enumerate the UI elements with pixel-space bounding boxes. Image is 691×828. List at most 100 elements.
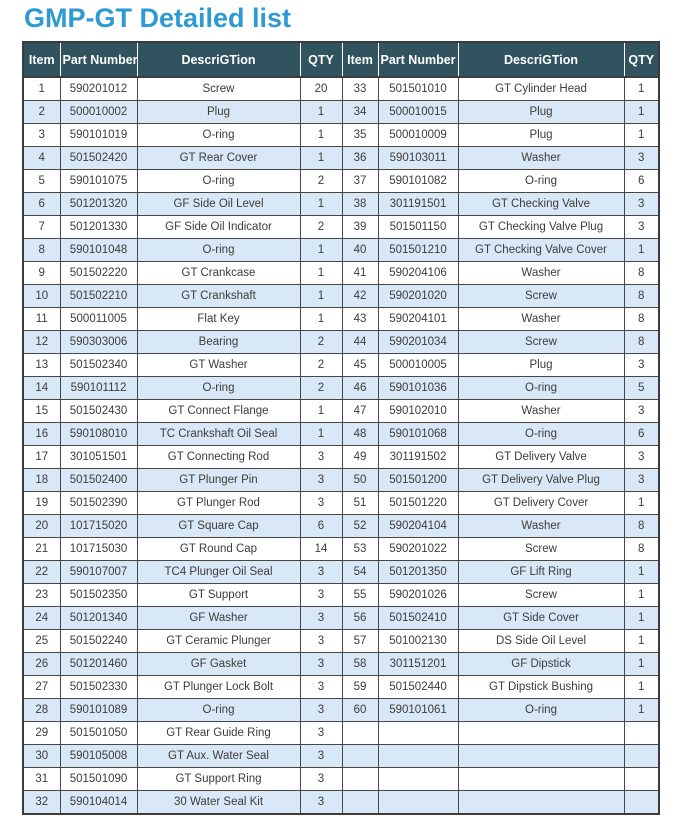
description-cell: Washer xyxy=(457,399,625,423)
qty-cell: 20 xyxy=(299,76,343,101)
item-cell: 12 xyxy=(22,330,61,354)
description-cell: GT Aux. Water Seal xyxy=(136,744,301,768)
table-row: 26 501201460 GF Gasket 3 58 301151201 GF Dipst… xyxy=(22,652,660,676)
part-number-cell xyxy=(377,767,459,791)
item-cell: 31 xyxy=(22,767,61,791)
part-number-cell: 590201012 xyxy=(59,76,138,101)
qty-cell: 5 xyxy=(623,376,660,400)
part-number-cell: 590101036 xyxy=(377,376,459,400)
description-cell: GT Square Cap xyxy=(136,514,301,538)
part-number-cell: 590204101 xyxy=(377,307,459,331)
part-number-cell: 590101048 xyxy=(59,238,138,262)
part-number-cell: 101715030 xyxy=(59,537,138,561)
part-number-cell: 500010015 xyxy=(377,100,459,124)
qty-cell: 3 xyxy=(299,560,343,584)
part-number-cell: 500010009 xyxy=(377,123,459,147)
description-cell: GT Plunger Rod xyxy=(136,491,301,515)
description-cell: O-ring xyxy=(136,238,301,262)
qty-cell: 8 xyxy=(623,261,660,285)
description-cell: O-ring xyxy=(457,169,625,193)
table-header: Item Part Number DescriGTion QTY Item Pa… xyxy=(23,42,659,78)
table-row: 1 590201012 Screw 20 33 501501010 GT Cylinder … xyxy=(22,76,660,101)
part-number-cell: 501501050 xyxy=(59,721,138,745)
header-item-left: Item xyxy=(23,42,60,78)
description-cell: Washer xyxy=(457,514,625,538)
description-cell: Screw xyxy=(457,330,625,354)
part-number-cell: 590105008 xyxy=(59,744,138,768)
item-cell: 3 xyxy=(22,123,61,147)
qty-cell: 3 xyxy=(299,744,343,768)
description-cell xyxy=(457,721,625,745)
part-number-cell: 501501010 xyxy=(377,76,459,101)
table-row: 21 101715030 GT Round Cap 14 53 590201022 Scre… xyxy=(22,537,660,561)
part-number-cell: 101715020 xyxy=(59,514,138,538)
item-cell: 54 xyxy=(341,560,379,584)
item-cell: 20 xyxy=(22,514,61,538)
qty-cell: 3 xyxy=(299,767,343,791)
part-number-cell: 501201330 xyxy=(59,215,138,239)
part-number-cell: 500010005 xyxy=(377,353,459,377)
item-cell: 56 xyxy=(341,606,379,630)
description-cell: GT Plunger Lock Bolt xyxy=(136,675,301,699)
description-cell: GT Support Ring xyxy=(136,767,301,791)
item-cell: 8 xyxy=(22,238,61,262)
item-cell: 52 xyxy=(341,514,379,538)
table-row: 23 501502350 GT Support 3 55 590201026 Screw 1 xyxy=(22,583,660,607)
part-number-cell: 590303006 xyxy=(59,330,138,354)
description-cell: O-ring xyxy=(457,698,625,722)
qty-cell: 3 xyxy=(299,583,343,607)
table-row: 16 590108010 TC Crankshaft Oil Seal 1 48 5901… xyxy=(22,422,660,446)
description-cell: GT Side Cover xyxy=(457,606,625,630)
part-number-cell: 590201022 xyxy=(377,537,459,561)
description-cell: GT Round Cap xyxy=(136,537,301,561)
part-number-cell: 301051501 xyxy=(59,445,138,469)
item-cell: 60 xyxy=(341,698,379,722)
part-number-cell: 501502390 xyxy=(59,491,138,515)
qty-cell xyxy=(623,744,660,768)
qty-cell: 8 xyxy=(623,307,660,331)
item-cell: 28 xyxy=(22,698,61,722)
table-row: 4 501502420 GT Rear Cover 1 36 590103011 Washe… xyxy=(22,146,660,170)
description-cell: TC4 Plunger Oil Seal xyxy=(136,560,301,584)
item-cell: 41 xyxy=(341,261,379,285)
item-cell xyxy=(341,721,379,745)
part-number-cell: 590103011 xyxy=(377,146,459,170)
qty-cell: 1 xyxy=(299,399,343,423)
qty-cell: 1 xyxy=(299,284,343,308)
description-cell: GT Checking Valve xyxy=(457,192,625,216)
table-row: 30 590105008 GT Aux. Water Seal 3 xyxy=(22,744,660,768)
qty-cell: 1 xyxy=(623,123,660,147)
qty-cell: 6 xyxy=(623,422,660,446)
part-number-cell: 501502440 xyxy=(377,675,459,699)
qty-cell: 3 xyxy=(623,353,660,377)
description-cell: GF Side Oil Level xyxy=(136,192,301,216)
table-row: 25 501502240 GT Ceramic Plunger 3 57 50100213… xyxy=(22,629,660,653)
part-number-cell: 590101112 xyxy=(59,376,138,400)
page-title: GMP-GT Detailed list xyxy=(24,3,292,33)
item-cell: 4 xyxy=(22,146,61,170)
item-cell: 13 xyxy=(22,353,61,377)
item-cell: 11 xyxy=(22,307,61,331)
qty-cell: 1 xyxy=(299,146,343,170)
item-cell: 47 xyxy=(341,399,379,423)
qty-cell: 1 xyxy=(623,76,660,101)
part-number-cell: 501502330 xyxy=(59,675,138,699)
table-row: 29 501501050 GT Rear Guide Ring 3 xyxy=(22,721,660,745)
item-cell: 34 xyxy=(341,100,379,124)
part-number-cell: 501502400 xyxy=(59,468,138,492)
qty-cell: 2 xyxy=(299,215,343,239)
part-number-cell: 590101082 xyxy=(377,169,459,193)
part-number-cell xyxy=(377,744,459,768)
part-number-cell: 301151201 xyxy=(377,652,459,676)
qty-cell: 3 xyxy=(299,790,343,815)
description-cell: O-ring xyxy=(457,422,625,446)
header-qty-left: QTY xyxy=(299,42,342,78)
item-cell xyxy=(341,767,379,791)
table-row: 12 590303006 Bearing 2 44 590201034 Screw 8 xyxy=(22,330,660,354)
description-cell: GF Washer xyxy=(136,606,301,630)
item-cell: 49 xyxy=(341,445,379,469)
header-part-number-right: Part Number xyxy=(377,42,458,78)
item-cell: 29 xyxy=(22,721,61,745)
qty-cell: 1 xyxy=(623,606,660,630)
